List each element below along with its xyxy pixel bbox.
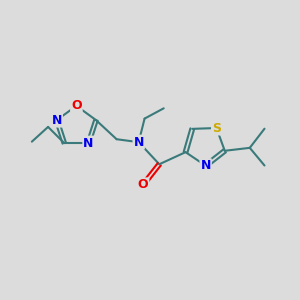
Text: N: N [52, 114, 62, 127]
Text: S: S [212, 122, 221, 134]
Text: O: O [138, 178, 148, 191]
Text: N: N [200, 159, 211, 172]
Text: N: N [134, 136, 144, 149]
Text: O: O [71, 99, 82, 112]
Text: N: N [83, 136, 94, 150]
